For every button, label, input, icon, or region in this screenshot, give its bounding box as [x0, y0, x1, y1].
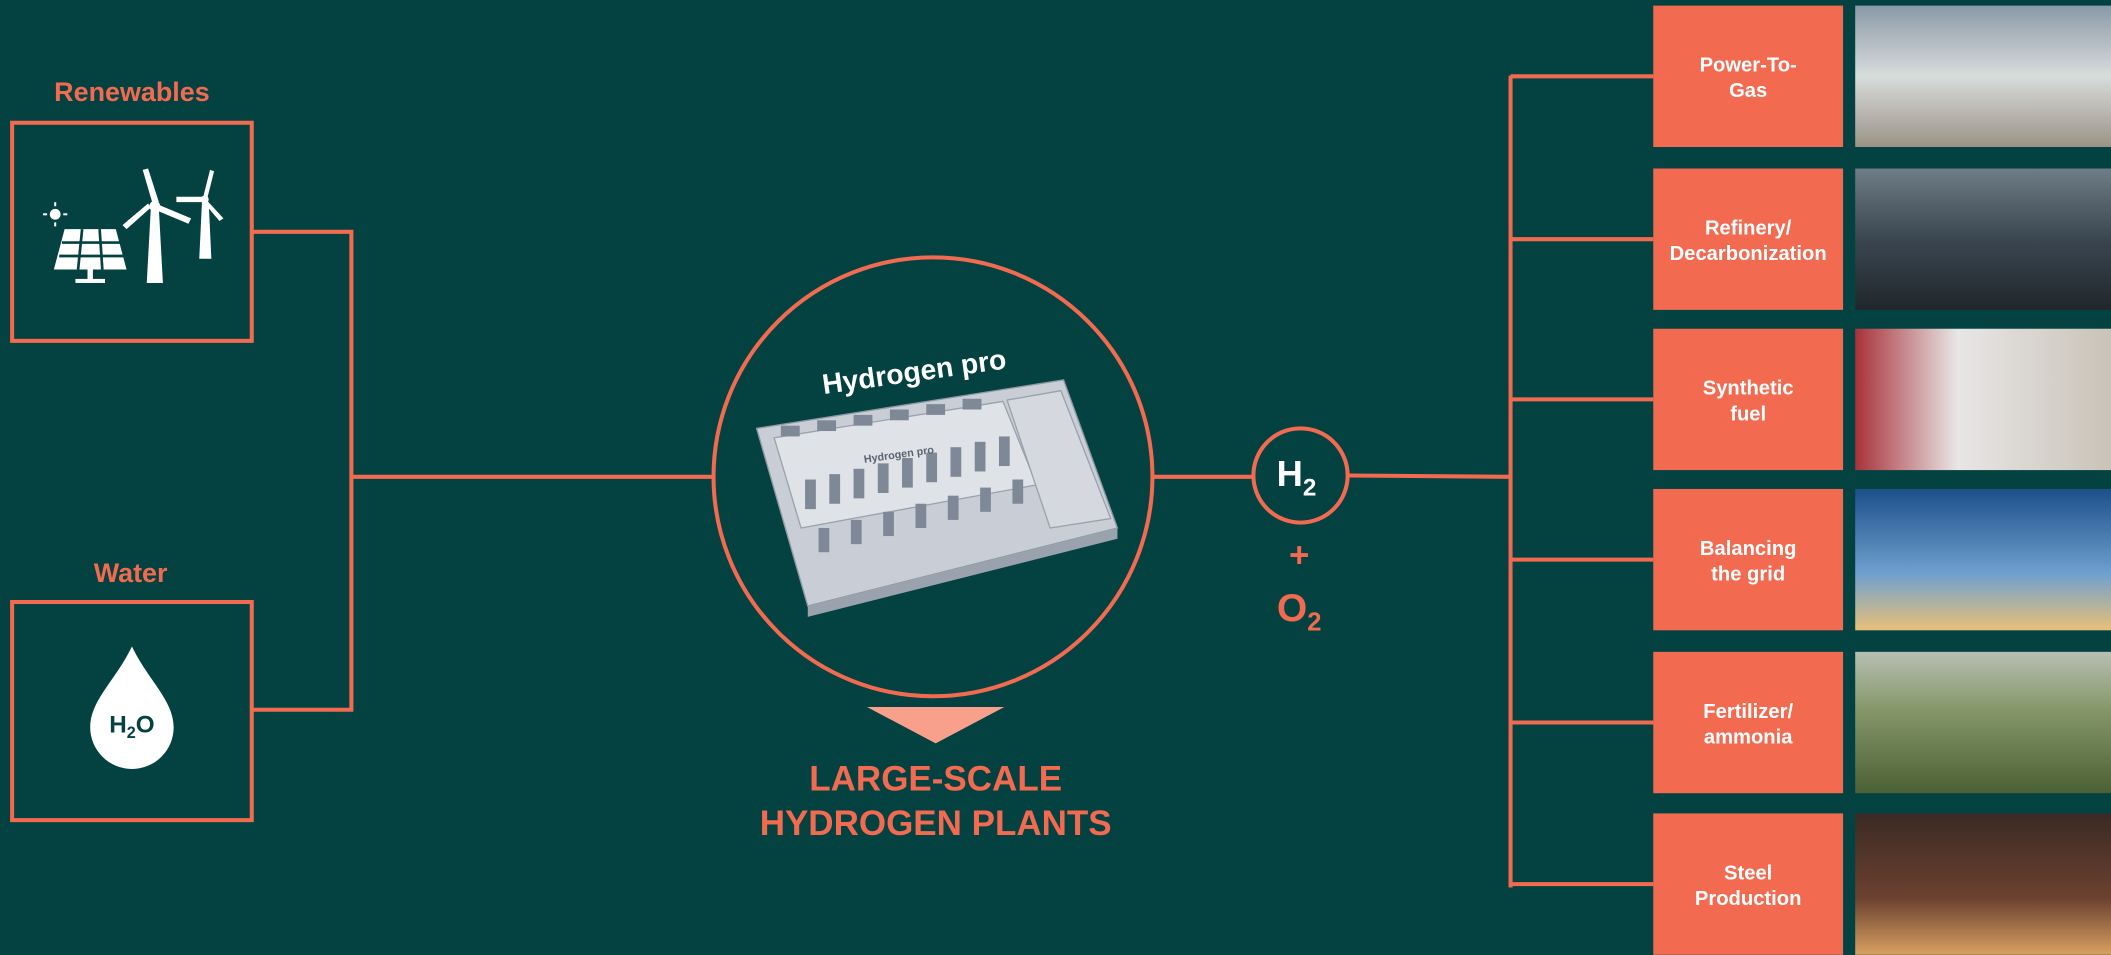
connector — [1348, 475, 1511, 476]
application-photo — [1855, 329, 2111, 470]
formula-part: O — [136, 712, 155, 739]
application-label: fuel — [1730, 403, 1766, 425]
application-label: Refinery/ — [1705, 217, 1792, 239]
application-photo — [1855, 813, 2111, 954]
input-label: Renewables — [54, 77, 210, 107]
formula-part: O — [1277, 587, 1307, 630]
application-label: ammonia — [1704, 726, 1793, 748]
input-box — [12, 123, 252, 341]
application-photo — [1855, 489, 2111, 630]
plant-caption: LARGE-SCALE — [809, 760, 1062, 799]
water-drop — [90, 646, 173, 769]
application-label: Decarbonization — [1670, 243, 1827, 265]
application-photo — [1855, 169, 2111, 310]
hydrogen-formula: H2 — [1277, 453, 1317, 501]
plant-logo: Hydrogen pro — [820, 343, 1008, 400]
renewables-icon — [43, 169, 223, 283]
formula-subscript: 2 — [1307, 608, 1321, 636]
formula-part: H — [1277, 453, 1303, 494]
oxygen-formula: O2 — [1277, 587, 1322, 636]
page: { "inputs": [ {"label": "Renewables"}, {… — [0, 0, 2111, 955]
plus-sign: + — [1289, 536, 1309, 575]
application-label: the grid — [1711, 563, 1785, 585]
applications: Power-To- Gas Refinery/Decarbonization Synt… — [1511, 6, 2111, 955]
application-photo — [1855, 6, 2111, 147]
formula-subscript: 2 — [127, 724, 136, 742]
diagram: Renewables Water H2O Hydrogen — [0, 0, 2111, 955]
application-label: Synthetic — [1703, 378, 1794, 400]
application-photo — [1855, 652, 2111, 793]
pointer-triangle — [867, 707, 1004, 743]
connector — [252, 232, 352, 710]
application-label: Steel — [1724, 862, 1772, 884]
application-label: Balancing — [1700, 538, 1796, 560]
input-label: Water — [94, 558, 168, 588]
application-label: Gas — [1729, 80, 1767, 102]
application-label: Production — [1695, 888, 1802, 910]
application-label: Fertilizer/ — [1703, 701, 1793, 723]
formula-part: H — [109, 712, 127, 739]
formula-subscript: 2 — [1303, 475, 1316, 502]
application-label: Power-To- — [1700, 55, 1797, 77]
plant-image: Hydrogen pro Hydrogen pro — [757, 343, 1118, 617]
plant-caption: HYDROGEN PLANTS — [760, 804, 1112, 843]
